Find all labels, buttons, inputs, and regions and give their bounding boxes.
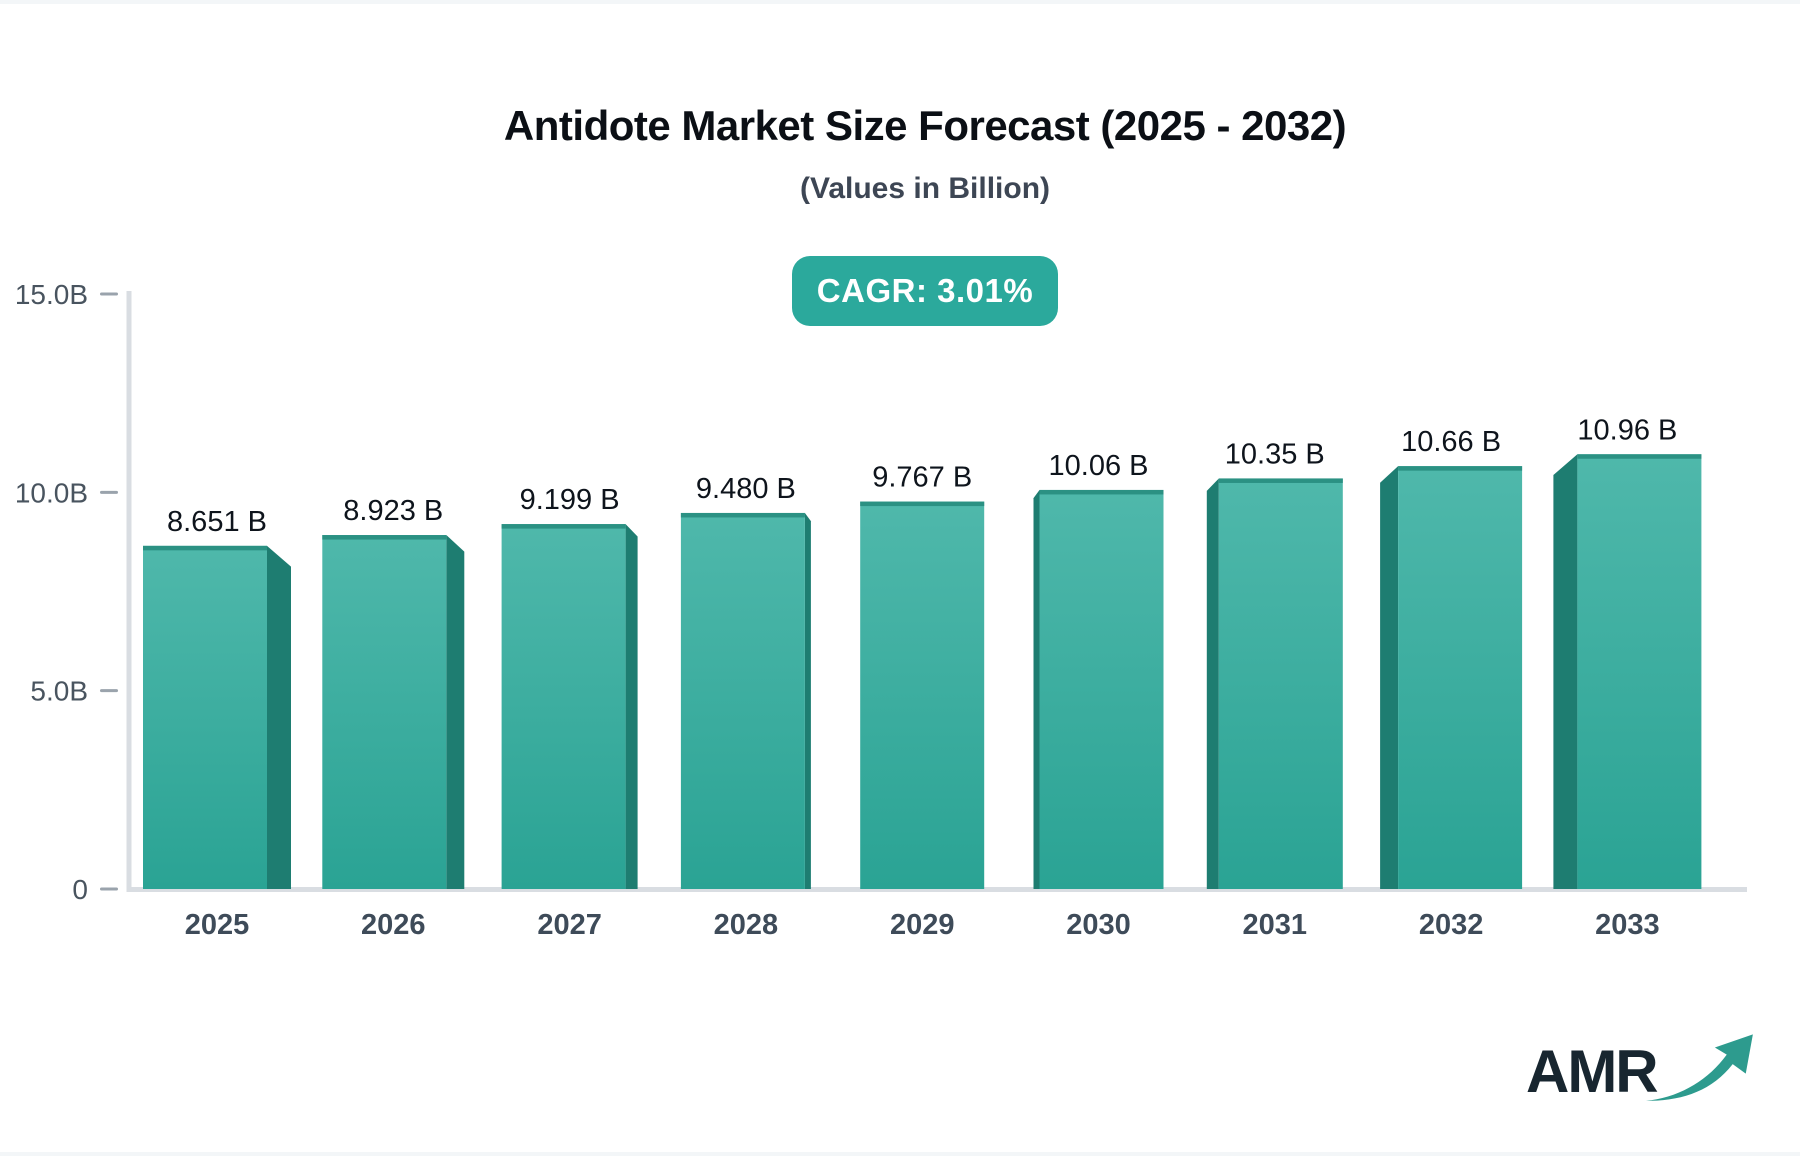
y-tick-mark (100, 887, 118, 891)
x-tick-label-2028: 2028 (714, 909, 779, 941)
x-axis-line (126, 887, 1747, 892)
growth-arrow-icon (1645, 1034, 1753, 1101)
bar-value-label-2026: 8.923 B (343, 495, 443, 527)
bar-2027 (501, 524, 626, 889)
bar-top-edge-2029 (860, 501, 985, 507)
bar-side-2031 (1206, 478, 1219, 889)
bar-chart: 15.0B 10.0B 5.0B 0 8.651 B 2025 8.923 B 2026 9.1… (15, 279, 1747, 941)
y-tick-mark (100, 292, 118, 296)
bar-top-edge-2032 (1398, 466, 1523, 471)
amr-logo: AMR (1526, 1034, 1763, 1110)
x-tick-label-2029: 2029 (890, 909, 955, 941)
x-tick-label-2026: 2026 (361, 909, 426, 941)
bar-value-label-2033: 10.96 B (1577, 414, 1677, 446)
bar-2031 (1218, 478, 1343, 889)
bar-2030 (1039, 489, 1164, 889)
bar-top-edge-2028 (680, 512, 805, 518)
bar-top-edge-2030 (1039, 489, 1164, 495)
bar-2026 (322, 535, 447, 889)
bar-top-edge-2025 (143, 545, 267, 551)
y-tick-label: 15.0B (15, 279, 88, 310)
bar-value-label-2027: 9.199 B (520, 484, 620, 516)
bar-side-2028 (804, 512, 811, 889)
bar-2028 (680, 512, 805, 889)
cagr-badge: CAGR: 3.01% (792, 256, 1058, 326)
bar-side-2025 (267, 545, 291, 889)
bar-2033 (1577, 454, 1702, 889)
bar-side-2033 (1553, 454, 1578, 889)
y-tick-label: 5.0B (30, 676, 88, 707)
bar-value-label-2032: 10.66 B (1401, 426, 1501, 458)
x-tick-label-2025: 2025 (185, 909, 250, 941)
x-tick-label-2032: 2032 (1419, 909, 1484, 941)
bar-top-edge-2027 (501, 524, 626, 529)
y-axis-line (126, 291, 132, 892)
bar-top-edge-2033 (1577, 454, 1702, 459)
bar-value-label-2029: 9.767 B (872, 462, 972, 494)
y-tick-label: 10.0B (15, 477, 88, 508)
amr-logo-text: AMR (1526, 1038, 1659, 1105)
bar-2025 (143, 545, 267, 889)
bar-value-label-2030: 10.06 B (1049, 450, 1149, 482)
y-tick-mark (100, 490, 118, 494)
x-tick-label-2031: 2031 (1243, 909, 1308, 941)
chart-subtitle: (Values in Billion) (799, 172, 1051, 205)
bar-value-label-2031: 10.35 B (1225, 438, 1325, 470)
bar-side-2027 (625, 524, 638, 889)
y-tick-mark (100, 689, 118, 693)
chart-header: Antidote Market Size Forecast (2025 - 20… (50, 102, 1800, 206)
bar-top-edge-2026 (322, 535, 447, 540)
bar-side-2030 (1033, 489, 1040, 889)
x-tick-label-2033: 2033 (1595, 909, 1660, 941)
bar-top-edge-2031 (1218, 478, 1343, 483)
bar-value-label-2025: 8.651 B (167, 506, 267, 538)
bar-side-2026 (446, 535, 465, 889)
y-tick-label: 0 (72, 874, 88, 905)
chart-title: Antidote Market Size Forecast (2025 - 20… (503, 102, 1347, 149)
x-tick-label-2030: 2030 (1066, 909, 1131, 941)
x-tick-label-2027: 2027 (537, 909, 602, 941)
bar-2029 (860, 501, 985, 889)
bar-2032 (1398, 466, 1523, 889)
bar-value-label-2028: 9.480 B (696, 473, 796, 505)
bar-side-2032 (1380, 466, 1399, 889)
